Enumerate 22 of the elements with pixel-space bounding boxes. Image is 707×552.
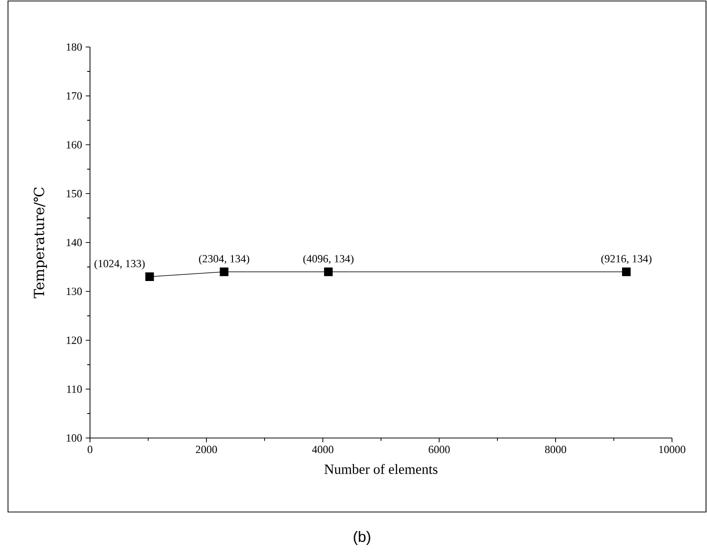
y-tick-label: 140 — [66, 238, 82, 246]
annotation: (1024, 133) — [94, 260, 145, 270]
x-tick-label: 0 — [88, 446, 92, 454]
y-axis-title: Temperature/℃ — [34, 187, 47, 298]
y-tick-label: 100 — [66, 434, 82, 442]
annotation: (2304, 134) — [199, 254, 250, 265]
y-tick-label: 160 — [66, 141, 82, 148]
x-tick-label: 10000 — [659, 446, 686, 454]
x-axis-title: Number of elements — [324, 464, 438, 474]
x-tick-label: 8000 — [545, 446, 566, 454]
annotation: (9216, 134) — [601, 254, 652, 265]
x-tick-label: 4000 — [312, 446, 334, 454]
x-tick-label: 2000 — [196, 446, 217, 454]
text: (b) — [354, 531, 370, 545]
y-tick-label: 180 — [66, 43, 82, 51]
y-tick-label: 130 — [66, 288, 82, 296]
y-tick-label: 150 — [66, 190, 82, 198]
x-tick-label: 6000 — [428, 446, 450, 454]
y-tick-label: 110 — [67, 385, 82, 393]
annotation: (4096, 134) — [303, 254, 354, 265]
y-tick-label: 120 — [66, 336, 82, 344]
y-tick-label: 170 — [66, 92, 82, 100]
